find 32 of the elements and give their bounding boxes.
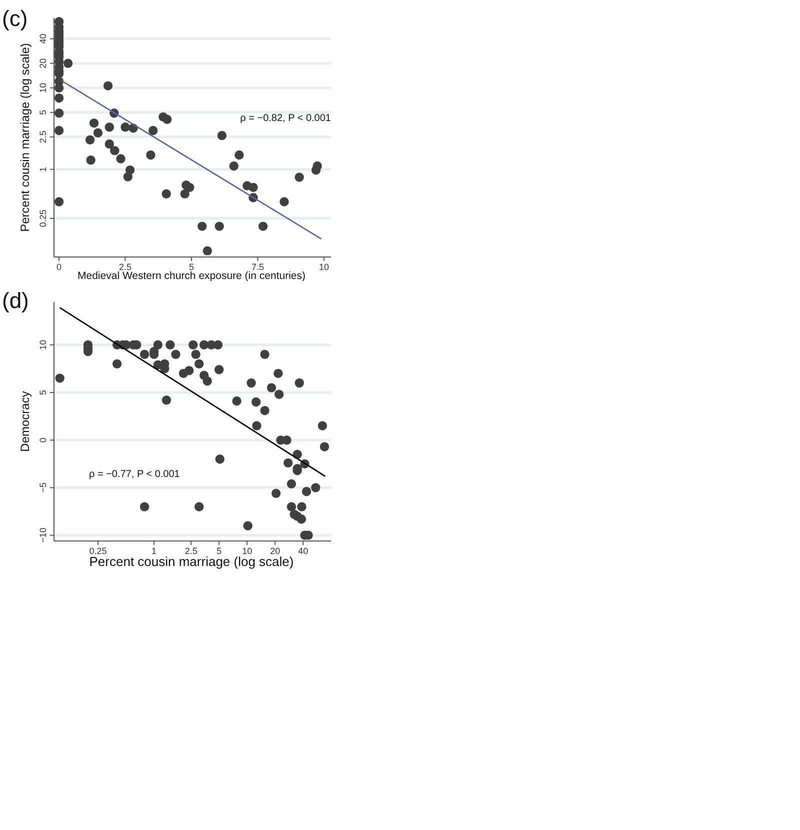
y-tick-label: −5 bbox=[38, 482, 48, 493]
x-tick-label: 5 bbox=[188, 262, 194, 272]
y-tick-label: −10 bbox=[38, 528, 48, 543]
x-tick-label: 2.5 bbox=[184, 546, 198, 556]
annotation: ρ = −0.77, P < 0.001 bbox=[89, 469, 180, 480]
x-tick-label: 10 bbox=[242, 546, 252, 556]
x-tick-label: 10 bbox=[318, 262, 329, 272]
x-tick-label: 40 bbox=[298, 546, 308, 556]
chart-title: (d) bbox=[2, 288, 29, 313]
annotation: ρ = −0.82, P < 0.001 bbox=[240, 113, 332, 124]
y-tick-label: 10 bbox=[38, 82, 48, 93]
y-tick-label: 40 bbox=[38, 34, 48, 44]
x-tick-label: 2.5 bbox=[119, 262, 132, 272]
y-tick-label: 2.5 bbox=[38, 130, 48, 144]
x-tick-label: 7.5 bbox=[251, 262, 264, 272]
y-tick-label: 5 bbox=[38, 110, 48, 115]
y-tick-label: 20 bbox=[38, 58, 48, 68]
x-tick-label: 5 bbox=[216, 546, 222, 556]
x-axis-title: Medieval Western church exposure (in centuries) bbox=[78, 270, 306, 282]
x-tick-label: 0.25 bbox=[89, 546, 107, 556]
y-tick-label: 5 bbox=[38, 390, 48, 395]
x-tick-label: 1 bbox=[152, 546, 157, 556]
y-axis-title: Percent cousin marriage (log scale) bbox=[18, 43, 32, 232]
y-tick-label: 1 bbox=[38, 166, 48, 172]
x-axis-title: Percent cousin marriage (log scale) bbox=[89, 554, 294, 569]
y-tick-label: 0.25 bbox=[38, 210, 48, 228]
y-tick-label: 0 bbox=[38, 438, 48, 443]
x-tick-label: 20 bbox=[270, 546, 280, 556]
chart-title: (c) bbox=[2, 6, 28, 31]
y-axis-title: Democracy bbox=[18, 391, 32, 452]
y-tick-label: 10 bbox=[38, 340, 48, 350]
x-tick-label: 0 bbox=[56, 262, 62, 272]
